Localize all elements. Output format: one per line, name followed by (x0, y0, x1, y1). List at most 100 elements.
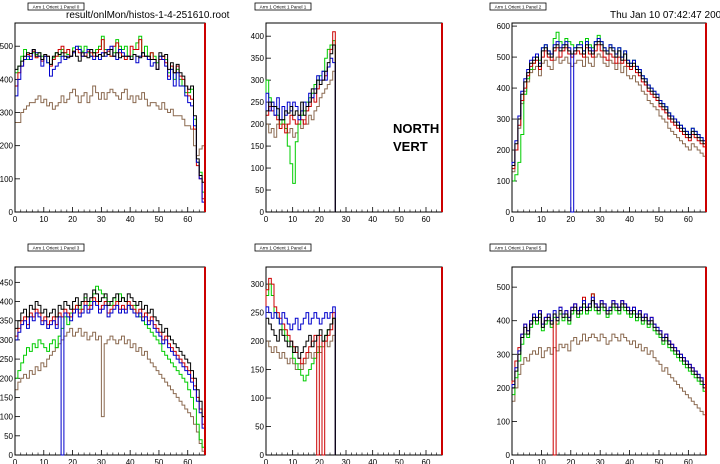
north-label: NORTH (393, 121, 440, 136)
x-tick-label: 20 (566, 458, 575, 464)
x-tick-label: 20 (315, 215, 324, 224)
y-tick-label: 50 (4, 432, 13, 441)
plot-frame (14, 266, 206, 456)
histogram-series-2 (511, 44, 707, 212)
plot-frame (511, 266, 707, 456)
histogram-panel-0: Arm 1 Orient 1 Panel 0 0 100 200 300 400 500 0 1… (0, 2, 206, 224)
x-tick-label: 10 (39, 458, 48, 464)
panel-title: Arm 1 Orient 1 Panel 3 (33, 246, 80, 251)
y-tick-label: 200 (497, 384, 511, 393)
y-tick-label: 150 (251, 366, 265, 375)
y-tick-label: 100 (251, 394, 265, 403)
histogram-series-5 (511, 53, 707, 212)
x-tick-label: 0 (13, 458, 18, 464)
histogram-panel-4: Arm 1 Orient 1 Panel 4050100150200250300… (251, 243, 443, 464)
y-tick-label: 0 (9, 208, 14, 217)
y-tick-label: 50 (255, 186, 264, 195)
x-tick-label: 40 (368, 458, 377, 464)
y-tick-label: 400 (0, 75, 14, 84)
panel-title-box (27, 2, 85, 11)
x-tick-label: 50 (655, 215, 664, 224)
x-tick-label: 10 (39, 215, 48, 224)
panel-title-box (489, 243, 547, 252)
y-tick-label: 0 (260, 451, 265, 460)
y-tick-label: 200 (0, 374, 14, 383)
panel-title-box (489, 2, 547, 11)
histogram-panel-2: Arm 1 Orient 1 Panel 2010020030040050060… (489, 2, 707, 224)
histogram-series-5 (511, 333, 707, 455)
panel-title: Arm 1 Orient 1 Panel 5 (495, 246, 542, 251)
y-tick-label: 250 (251, 309, 265, 318)
histogram-series-1 (265, 44, 338, 213)
x-tick-label: 0 (264, 458, 269, 464)
x-tick-label: 40 (368, 215, 377, 224)
x-tick-label: 10 (537, 458, 546, 464)
panel-title-box (27, 243, 85, 252)
panel-title: Arm 1 Orient 1 Panel 2 (495, 5, 542, 10)
x-tick-label: 30 (342, 458, 351, 464)
y-tick-label: 100 (0, 175, 14, 184)
y-tick-label: 300 (0, 109, 14, 118)
y-tick-label: 100 (251, 164, 265, 173)
y-tick-label: 0 (9, 451, 14, 460)
y-tick-label: 200 (497, 146, 511, 155)
x-tick-label: 20 (68, 215, 77, 224)
y-tick-label: 300 (0, 336, 14, 345)
panel-title: Arm 1 Orient 1 Panel 4 (260, 246, 307, 251)
histogram-series-4 (265, 306, 338, 456)
x-tick-label: 50 (395, 215, 404, 224)
x-tick-label: 20 (315, 458, 324, 464)
x-tick-label: 50 (154, 458, 163, 464)
x-tick-label: 20 (68, 458, 77, 464)
y-tick-label: 200 (251, 337, 265, 346)
y-tick-label: 50 (255, 423, 264, 432)
histogram-series-5 (14, 327, 206, 455)
histogram-series-4 (14, 301, 206, 456)
x-tick-label: 40 (625, 458, 634, 464)
x-tick-label: 0 (264, 215, 269, 224)
histogram-series-5 (265, 334, 338, 456)
y-tick-label: 300 (251, 76, 265, 85)
y-tick-label: 300 (251, 280, 265, 289)
y-tick-label: 350 (0, 317, 14, 326)
y-tick-label: 500 (0, 42, 14, 51)
x-tick-label: 30 (97, 458, 106, 464)
x-tick-label: 60 (422, 458, 431, 464)
x-tick-label: 0 (13, 215, 18, 224)
y-tick-label: 600 (497, 22, 511, 31)
y-tick-label: 0 (506, 208, 511, 217)
date-label: Thu Jan 10 07:42:47 2008 (610, 10, 720, 21)
panel-title-box (254, 243, 312, 252)
histogram-series-1 (511, 41, 707, 212)
x-tick-label: 10 (537, 215, 546, 224)
histogram-panel-5: Arm 1 Orient 1 Panel 5 0 100 200 300 400 500 0 1… (489, 243, 707, 464)
y-tick-label: 400 (251, 32, 265, 41)
histogram-series-2 (14, 297, 206, 455)
x-tick-label: 50 (655, 458, 664, 464)
x-tick-label: 60 (684, 215, 693, 224)
x-tick-label: 50 (395, 458, 404, 464)
y-tick-label: 400 (497, 84, 511, 93)
histogram-series-1 (511, 300, 707, 455)
file-label: result/onlMon/histos-1-4-251610.root (66, 10, 230, 21)
y-tick-label: 200 (0, 142, 14, 151)
x-tick-label: 40 (625, 215, 634, 224)
y-tick-label: 100 (497, 177, 511, 186)
y-tick-label: 0 (260, 208, 265, 217)
histogram-series-3 (511, 293, 707, 455)
y-tick-label: 300 (497, 115, 511, 124)
x-tick-label: 60 (183, 458, 192, 464)
x-tick-label: 50 (154, 215, 163, 224)
x-tick-label: 60 (183, 215, 192, 224)
histogram-series-2 (265, 31, 338, 213)
x-tick-label: 30 (342, 215, 351, 224)
y-tick-label: 400 (0, 298, 14, 307)
histogram-series-1 (14, 49, 206, 212)
x-tick-label: 10 (288, 215, 297, 224)
vert-label: VERT (393, 139, 428, 154)
x-tick-label: 0 (510, 215, 515, 224)
y-tick-label: 150 (251, 142, 265, 151)
y-tick-label: 250 (0, 355, 14, 364)
histogram-series-5 (14, 85, 206, 212)
